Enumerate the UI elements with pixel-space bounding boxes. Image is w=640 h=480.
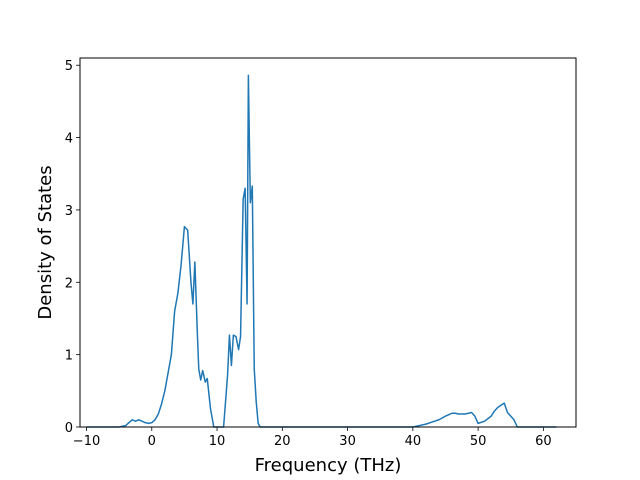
y-tick-label: 2 [65,276,73,291]
x-tick-label: 20 [274,434,291,449]
x-axis-ticks: −10 0 10 20 30 40 50 60 [73,427,552,449]
x-tick-label: 30 [339,434,356,449]
y-tick-label: 5 [65,59,73,74]
x-tick-label: 60 [535,434,552,449]
y-axis-ticks: 0 1 2 3 4 5 [65,59,80,436]
y-tick-label: 0 [65,421,73,436]
x-axis-label: Frequency (THz) [255,455,402,476]
x-tick-label: 10 [209,434,226,449]
x-tick-label: 50 [470,434,487,449]
y-tick-label: 3 [65,204,73,219]
x-tick-label: 0 [148,434,156,449]
y-tick-label: 4 [65,132,73,147]
dos-line [86,74,557,428]
x-tick-label: 40 [405,434,422,449]
y-axis-label: Density of States [35,165,56,319]
plot-area-frame [79,57,577,428]
y-tick-label: 1 [65,349,73,364]
x-tick-label: −10 [73,434,100,449]
